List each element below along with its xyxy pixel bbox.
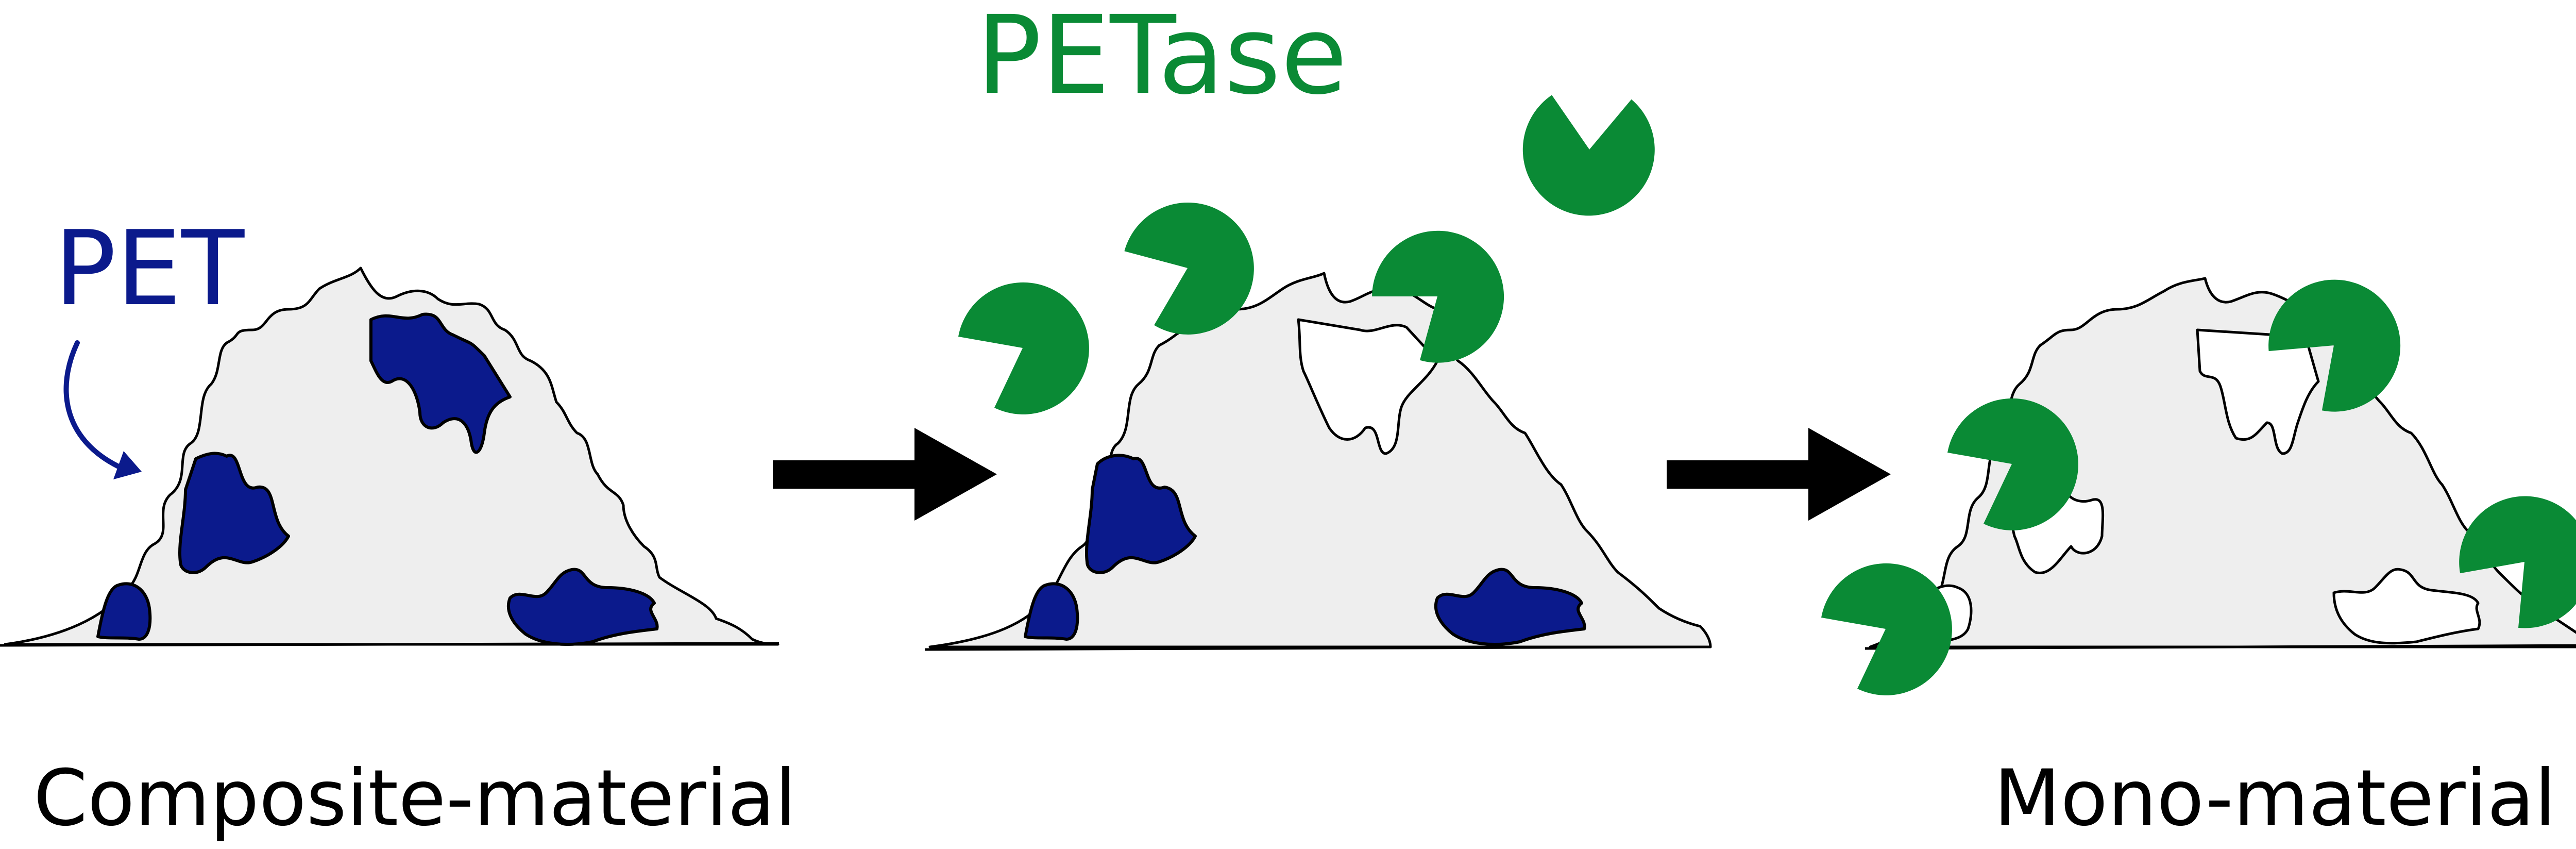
composite-baseline [0, 642, 779, 647]
panel-composite: PET Composite-material [0, 209, 796, 843]
pet-blob [1434, 568, 1586, 646]
degraded-cavity [2196, 328, 2320, 455]
pet-blob [1024, 582, 1079, 641]
pacman-circle-icon [1821, 563, 1952, 695]
pet-blob [178, 452, 290, 574]
mono-material-label: Mono-material [1994, 754, 2556, 843]
right-arrow-icon [1667, 428, 1891, 521]
arrow-head [113, 451, 142, 479]
pacman-circle-icon [958, 282, 1089, 414]
curved-arrow-icon [63, 340, 121, 469]
panel-degradation: PETase [924, 0, 1712, 651]
right-arrow-icon [773, 428, 997, 521]
pacman-circle-icon [1498, 60, 1679, 240]
pet-label: PET [54, 209, 245, 329]
pet-blob [369, 312, 512, 454]
panel-mono: Mono-material [1821, 264, 2576, 843]
petase-label: PETase [976, 0, 1347, 119]
degraded-cavity [2332, 568, 2481, 645]
pet-blob [96, 582, 152, 641]
pacman-circle-icon [1947, 398, 2078, 530]
mono-baseline [1865, 644, 2576, 650]
intermediate-baseline [924, 645, 1711, 651]
composite-material-label: Composite-material [33, 754, 796, 843]
pet-blob [506, 568, 659, 646]
pet-blob [1085, 454, 1197, 574]
